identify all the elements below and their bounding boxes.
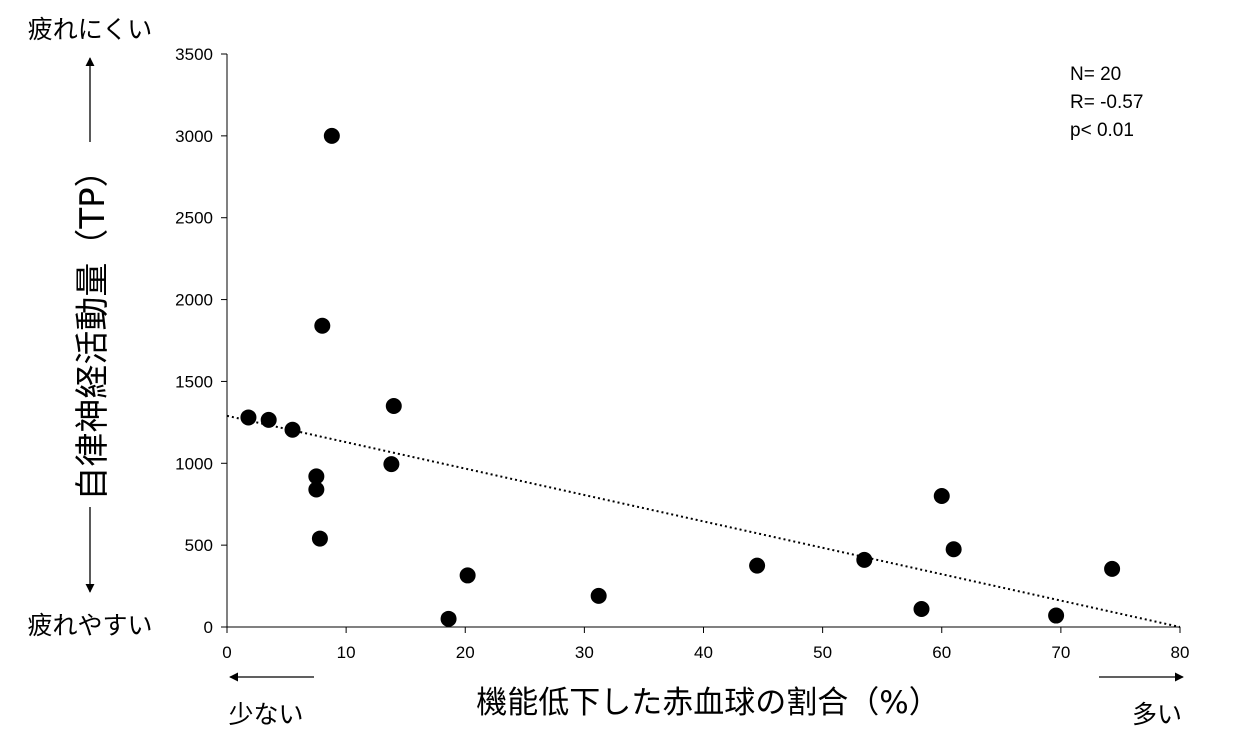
data-point [284, 421, 301, 438]
data-point [1104, 560, 1121, 577]
data-point [945, 541, 962, 558]
annotation-top-left: 疲れにくい [28, 15, 153, 44]
y-axis-label: 自律神経活動量（TP） [73, 153, 113, 500]
data-point [314, 317, 331, 334]
y-tick-label: 1000 [175, 454, 213, 473]
data-point [933, 488, 950, 505]
x-tick-label: 80 [1171, 643, 1190, 662]
x-tick-label: 50 [813, 643, 832, 662]
stat-p: p< 0.01 [1070, 120, 1134, 141]
data-point [749, 557, 766, 574]
data-point [311, 530, 328, 547]
x-ticks: 0 10 20 30 40 50 60 70 80 [222, 627, 1189, 662]
y-tick-label: 1500 [175, 372, 213, 391]
data-point [240, 409, 257, 426]
annotation-x-high: 多い [1132, 700, 1182, 729]
y-tick-label: 3000 [175, 127, 213, 146]
x-tick-label: 70 [1051, 643, 1070, 662]
data-point [385, 397, 402, 414]
data-point [913, 600, 930, 617]
y-ticks: 0 500 1000 1500 2000 2500 3000 3500 [175, 45, 227, 637]
data-points [240, 127, 1121, 627]
annotation-x-low: 少ない [228, 700, 303, 729]
stat-n: N= 20 [1070, 64, 1121, 85]
x-tick-label: 0 [222, 643, 231, 662]
x-axis-label: 機能低下した赤血球の割合（%） [476, 685, 939, 721]
trendline [226, 414, 1181, 628]
x-tick-label: 60 [932, 643, 951, 662]
data-point [323, 127, 340, 144]
annotation-bottom-left: 疲れやすい [27, 611, 152, 640]
data-point [590, 587, 607, 604]
data-point [856, 551, 873, 568]
data-point [308, 468, 325, 485]
data-point [1048, 607, 1065, 624]
data-point [440, 610, 457, 627]
trendline-layer [226, 414, 1181, 628]
y-tick-label: 0 [204, 618, 213, 637]
data-point [459, 567, 476, 584]
y-tick-label: 2000 [175, 291, 213, 310]
x-tick-label: 10 [337, 643, 356, 662]
y-tick-label: 3500 [175, 45, 213, 64]
x-tick-label: 40 [694, 643, 713, 662]
x-tick-label: 30 [575, 643, 594, 662]
stat-r: R= -0.57 [1070, 92, 1143, 113]
y-tick-label: 2500 [175, 209, 213, 228]
y-tick-label: 500 [185, 536, 213, 555]
data-point [383, 456, 400, 473]
data-point [260, 411, 277, 428]
x-tick-label: 20 [456, 643, 475, 662]
data-point [308, 481, 325, 498]
